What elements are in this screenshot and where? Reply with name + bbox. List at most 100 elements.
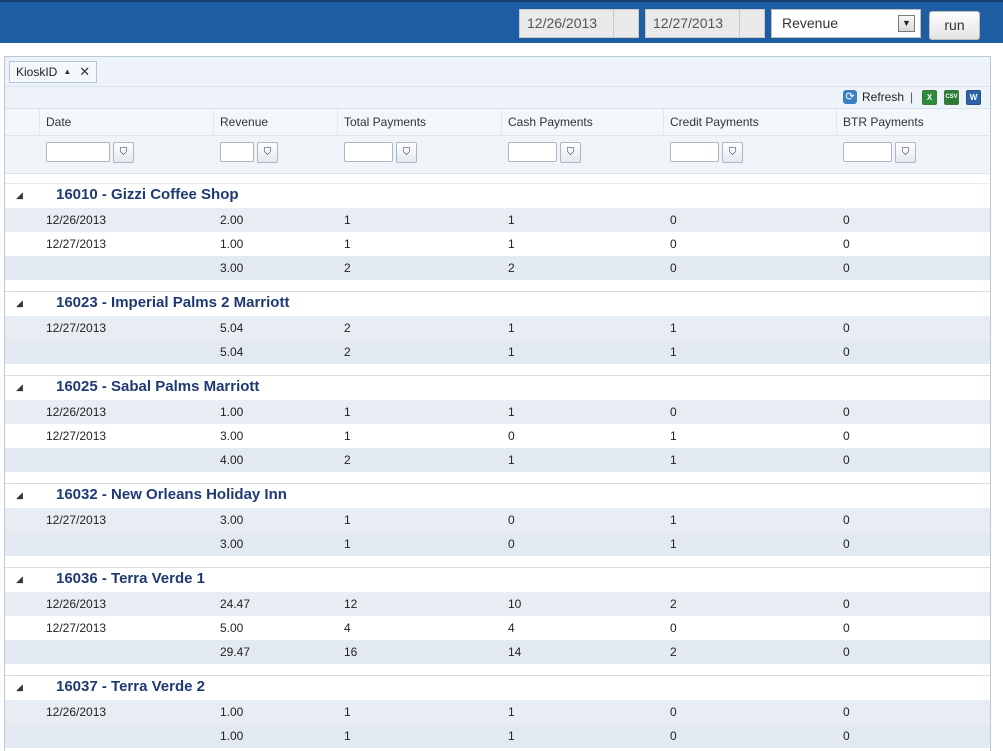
filter-input-credit-payments[interactable] bbox=[670, 142, 719, 162]
group-footer-row[interactable]: 3.00 1 0 1 0 bbox=[5, 532, 990, 556]
table-cell: 1.00 bbox=[220, 705, 244, 719]
group-footer-row[interactable]: 29.47 16 14 2 0 bbox=[5, 640, 990, 664]
group-separator bbox=[5, 556, 990, 568]
column-header-total-payments[interactable]: Total Payments bbox=[337, 109, 501, 136]
toolbar-separator: | bbox=[910, 90, 914, 104]
run-button[interactable]: run bbox=[929, 11, 980, 40]
table-cell: 5.04 bbox=[220, 321, 244, 335]
column-header-btr-payments[interactable]: BTR Payments bbox=[836, 109, 990, 136]
close-icon[interactable]: ✕ bbox=[79, 64, 91, 79]
group-header[interactable]: ◢ 16010 - Gizzi Coffee Shop bbox=[5, 184, 990, 208]
collapse-triangle-icon[interactable]: ◢ bbox=[16, 682, 23, 692]
group-header[interactable]: ◢ 16032 - New Orleans Holiday Inn bbox=[5, 484, 990, 508]
column-header-date[interactable]: Date bbox=[39, 109, 213, 136]
table-cell: 1 bbox=[344, 705, 351, 719]
filter-input-total-payments[interactable] bbox=[344, 142, 393, 162]
group-header[interactable]: ◢ 16025 - Sabal Palms Marriott bbox=[5, 376, 990, 400]
filter-row: ⛉ ⛉ ⛉ ⛉ ⛉ ⛉ bbox=[5, 136, 990, 174]
refresh-button[interactable]: ⟳ Refresh bbox=[843, 90, 904, 104]
collapse-triangle-icon[interactable]: ◢ bbox=[16, 382, 23, 392]
table-cell: 0 bbox=[843, 513, 850, 527]
table-cell: 0 bbox=[843, 705, 850, 719]
command-bar: ⟳ Refresh | X CSV W bbox=[5, 87, 990, 109]
report-type-value: Revenue bbox=[782, 15, 839, 31]
group-footer-row[interactable]: 3.00 2 2 0 0 bbox=[5, 256, 990, 280]
table-cell: 12/26/2013 bbox=[46, 213, 107, 227]
group-footer-row[interactable]: 1.00 1 1 0 0 bbox=[5, 724, 990, 748]
filter-input-revenue[interactable] bbox=[220, 142, 254, 162]
filter-icon[interactable]: ⛉ bbox=[113, 142, 134, 163]
table-row[interactable]: 12/26/2013 2.00 1 1 0 0 bbox=[5, 208, 990, 232]
chevron-down-icon[interactable]: ▼ bbox=[898, 15, 915, 32]
group-chip-kioskid[interactable]: KioskID ▲ ✕ bbox=[9, 61, 98, 83]
filter-icon[interactable]: ⛉ bbox=[560, 142, 581, 163]
table-cell: 1 bbox=[344, 537, 351, 551]
filter-input-cash-payments[interactable] bbox=[508, 142, 557, 162]
table-cell: 1 bbox=[344, 513, 351, 527]
start-date-field[interactable]: 12/26/2013 bbox=[519, 9, 639, 38]
table-cell: 5.04 bbox=[220, 345, 244, 359]
group-header[interactable]: ◢ 16036 - Terra Verde 1 bbox=[5, 568, 990, 592]
table-cell: 1 bbox=[508, 705, 515, 719]
filter-icon[interactable]: ⛉ bbox=[895, 142, 916, 163]
calendar-icon[interactable] bbox=[613, 10, 638, 37]
table-row[interactable]: 12/27/2013 5.04 2 1 1 0 bbox=[5, 316, 990, 340]
column-header-credit-payments[interactable]: Credit Payments bbox=[663, 109, 836, 136]
table-cell: 3.00 bbox=[220, 429, 244, 443]
collapse-triangle-icon[interactable]: ◢ bbox=[16, 574, 23, 584]
sort-ascending-icon[interactable]: ▲ bbox=[63, 67, 72, 76]
table-cell: 12/26/2013 bbox=[46, 405, 107, 419]
filter-input-date[interactable] bbox=[46, 142, 110, 162]
table-row[interactable]: 12/26/2013 1.00 1 1 0 0 bbox=[5, 400, 990, 424]
group-title: 16032 - New Orleans Holiday Inn bbox=[56, 486, 287, 503]
table-cell: 14 bbox=[508, 645, 522, 659]
table-cell: 1 bbox=[670, 345, 677, 359]
table-cell: 12/26/2013 bbox=[46, 597, 107, 611]
top-toolbar: 12/26/2013 12/27/2013 Revenue ▼ run bbox=[0, 0, 1003, 43]
table-cell: 12 bbox=[344, 597, 358, 611]
group-title: 16023 - Imperial Palms 2 Marriott bbox=[56, 294, 290, 311]
column-header-revenue[interactable]: Revenue bbox=[213, 109, 337, 136]
group-list: ◢ 16010 - Gizzi Coffee Shop 12/26/2013 2.00… bbox=[5, 184, 990, 751]
group-separator bbox=[5, 748, 990, 751]
table-row[interactable]: 12/27/2013 3.00 1 0 1 0 bbox=[5, 424, 990, 448]
collapse-triangle-icon[interactable]: ◢ bbox=[16, 298, 23, 308]
filter-date: ⛉ bbox=[46, 142, 134, 163]
table-cell: 1 bbox=[508, 453, 515, 467]
spacer bbox=[5, 174, 990, 184]
calendar-icon[interactable] bbox=[739, 10, 764, 37]
table-cell: 4 bbox=[508, 621, 515, 635]
table-row[interactable]: 12/27/2013 3.00 1 0 1 0 bbox=[5, 508, 990, 532]
table-cell: 1.00 bbox=[220, 729, 244, 743]
column-header-cash-payments[interactable]: Cash Payments bbox=[501, 109, 663, 136]
filter-icon[interactable]: ⛉ bbox=[257, 142, 278, 163]
word-export-icon[interactable]: W bbox=[966, 90, 981, 105]
table-cell: 1 bbox=[670, 321, 677, 335]
csv-export-icon[interactable]: CSV bbox=[944, 90, 959, 105]
group-header[interactable]: ◢ 16023 - Imperial Palms 2 Marriott bbox=[5, 292, 990, 316]
table-row[interactable]: 12/26/2013 1.00 1 1 0 0 bbox=[5, 700, 990, 724]
report-type-select[interactable]: Revenue ▼ bbox=[771, 9, 921, 38]
collapse-triangle-icon[interactable]: ◢ bbox=[16, 490, 23, 500]
table-row[interactable]: 12/27/2013 5.00 4 4 0 0 bbox=[5, 616, 990, 640]
table-cell: 2 bbox=[670, 645, 677, 659]
table-row[interactable]: 12/26/2013 24.47 12 10 2 0 bbox=[5, 592, 990, 616]
group-footer-row[interactable]: 5.04 2 1 1 0 bbox=[5, 340, 990, 364]
collapse-triangle-icon[interactable]: ◢ bbox=[16, 190, 23, 200]
table-row[interactable]: 12/27/2013 1.00 1 1 0 0 bbox=[5, 232, 990, 256]
end-date-field[interactable]: 12/27/2013 bbox=[645, 9, 765, 38]
group-title: 16010 - Gizzi Coffee Shop bbox=[56, 186, 239, 203]
filter-input-btr-payments[interactable] bbox=[843, 142, 892, 162]
filter-icon[interactable]: ⛉ bbox=[396, 142, 417, 163]
group-footer-row[interactable]: 4.00 2 1 1 0 bbox=[5, 448, 990, 472]
table-cell: 3.00 bbox=[220, 537, 244, 551]
excel-export-icon[interactable]: X bbox=[922, 90, 937, 105]
filter-icon[interactable]: ⛉ bbox=[722, 142, 743, 163]
table-cell: 12/27/2013 bbox=[46, 429, 107, 443]
table-cell: 0 bbox=[843, 321, 850, 335]
table-cell: 12/27/2013 bbox=[46, 513, 107, 527]
table-cell: 2 bbox=[344, 321, 351, 335]
group-header[interactable]: ◢ 16037 - Terra Verde 2 bbox=[5, 676, 990, 700]
table-cell: 0 bbox=[843, 621, 850, 635]
vertical-scrollbar[interactable] bbox=[995, 43, 1003, 751]
